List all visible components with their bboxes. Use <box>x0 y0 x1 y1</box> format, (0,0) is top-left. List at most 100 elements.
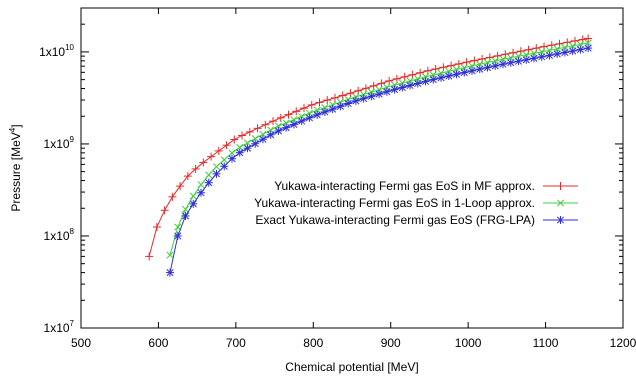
data-point <box>181 211 190 220</box>
x-tick-label: 500 <box>71 336 91 350</box>
data-point <box>584 39 592 47</box>
data-point <box>328 105 337 114</box>
data-point <box>522 51 530 59</box>
x-tick-labels: 500 600 700 800 900 1000 1100 1200 <box>71 336 636 350</box>
data-point <box>423 66 432 75</box>
data-point <box>297 117 306 126</box>
data-point <box>168 192 177 201</box>
legend-marker <box>556 182 565 190</box>
data-point <box>214 146 223 155</box>
data-point <box>212 169 221 178</box>
x-tick-label: 1000 <box>455 336 482 350</box>
data-point <box>553 45 561 53</box>
data-point <box>568 47 577 56</box>
data-point <box>452 70 461 79</box>
data-point <box>390 85 399 94</box>
series-line <box>169 47 589 273</box>
data-point <box>491 61 500 70</box>
data-point <box>408 70 417 79</box>
data-point <box>204 178 213 187</box>
data-point <box>522 55 531 64</box>
y-tick-mantissa: 1x10 <box>39 45 65 59</box>
y-tick-mantissa: 1x10 <box>44 229 70 243</box>
data-point <box>197 181 205 189</box>
data-point <box>269 117 278 126</box>
y-axis-label: Pressure [MeV4] <box>8 124 23 211</box>
data-point <box>259 130 267 138</box>
data-point <box>222 141 231 150</box>
series-1 <box>145 34 593 261</box>
data-point <box>569 42 577 50</box>
y-tick-mantissa: 1x10 <box>44 137 70 151</box>
data-point <box>230 135 239 144</box>
y-axis-label-exponent: 4 <box>8 127 17 132</box>
data-point <box>212 163 221 171</box>
data-point <box>475 65 484 74</box>
legend: Yukawa-interacting Fermi gas EoS in MF a… <box>254 179 578 227</box>
y-tick-exponent: 7 <box>70 319 75 328</box>
data-point <box>189 192 197 200</box>
data-point <box>385 76 394 85</box>
legend-label: Yukawa-interacting Fermi gas EoS in 1-Lo… <box>254 196 535 210</box>
data-point <box>560 48 569 57</box>
plot-frame <box>80 7 624 329</box>
y-tick-exponent: 10 <box>65 43 74 52</box>
data-point <box>220 156 228 164</box>
data-point <box>553 49 562 58</box>
data-point <box>431 65 440 74</box>
data-point <box>183 172 192 181</box>
data-point <box>253 124 262 133</box>
data-point <box>205 171 213 179</box>
data-point <box>367 92 376 101</box>
data-point <box>152 223 161 232</box>
data-point <box>344 99 353 108</box>
data-point <box>421 77 430 86</box>
data-point <box>191 164 200 173</box>
data-point <box>538 48 546 56</box>
data-point <box>236 143 244 151</box>
data-point <box>251 135 259 143</box>
data-point <box>160 206 169 215</box>
data-point <box>576 45 585 54</box>
legend-label: Yukawa-interacting Fermi gas EoS in MF a… <box>274 179 535 193</box>
data-point <box>320 107 329 116</box>
axis-ticks <box>80 8 624 329</box>
data-point <box>307 100 316 109</box>
data-point <box>406 81 415 90</box>
data-point <box>398 83 407 92</box>
data-point <box>507 54 515 62</box>
data-point <box>584 44 593 53</box>
data-point <box>506 58 515 67</box>
data-point <box>323 96 332 105</box>
data-point <box>354 86 363 95</box>
data-point <box>483 63 492 72</box>
data-point <box>369 81 378 90</box>
data-point <box>584 34 593 43</box>
data-point <box>514 57 523 66</box>
data-point <box>351 96 360 105</box>
data-point <box>545 46 553 54</box>
data-point <box>361 84 370 93</box>
y-tick-mantissa: 1x10 <box>44 321 70 335</box>
data-point <box>166 251 174 259</box>
data-point <box>338 91 347 100</box>
x-axis-label: Chemical potential [MeV] <box>285 360 418 374</box>
x-tick-label: 900 <box>381 336 401 350</box>
y-tick-label: 1x1010 <box>39 43 74 59</box>
data-point <box>145 252 154 261</box>
data-point <box>289 120 298 129</box>
data-point <box>413 79 422 88</box>
data-point <box>199 158 208 167</box>
data-point <box>181 205 190 213</box>
y-axis-label-base: Pressure [MeV <box>9 132 23 211</box>
x-tick-label: 700 <box>226 336 246 350</box>
data-point <box>276 113 285 122</box>
y-tick-exponent: 8 <box>70 227 75 236</box>
data-point <box>359 94 368 103</box>
data-point <box>429 75 438 84</box>
y-tick-label: 1x109 <box>44 135 75 151</box>
data-point <box>439 63 448 72</box>
data-point <box>197 188 206 197</box>
data-point <box>576 40 584 49</box>
